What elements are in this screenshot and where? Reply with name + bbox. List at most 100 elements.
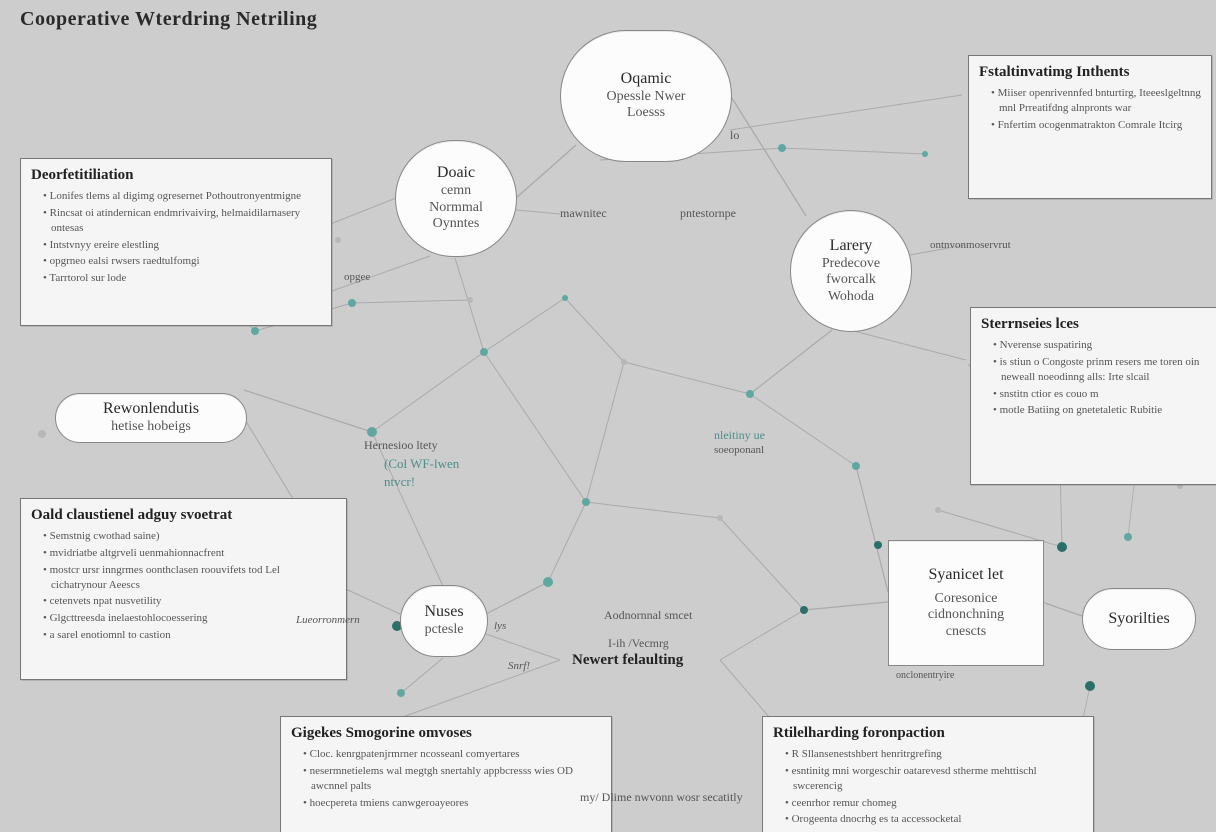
infobox-item: ceenrhor remur chomeg [785, 796, 1083, 811]
network-dot [335, 237, 341, 243]
network-dot [1057, 542, 1067, 552]
edge [624, 362, 750, 394]
float-label-ontnvon: ontnvonmoservrut [930, 239, 1011, 251]
edge [516, 145, 576, 198]
node-syorities: Syorilties [1082, 588, 1196, 650]
node-line: Syorilties [1108, 610, 1169, 629]
edge [850, 330, 966, 360]
infobox-fstat: Fstaltinvatimg InthentsMiiser openrivenn… [968, 55, 1212, 199]
node-line: cemn [441, 183, 471, 200]
infobox-decref: DeorfetitiliationLonifes tlems al digimg… [20, 158, 332, 326]
node-line: cnescts [946, 624, 986, 641]
infobox-oald: Oald claustienel adguy svoetrat Semstnig … [20, 498, 347, 680]
edge [455, 258, 484, 352]
infobox-item: snstitn ctior es couo m [993, 387, 1213, 402]
network-dot [251, 327, 259, 335]
float-label-lo: lo [730, 128, 739, 143]
infobox-title: Fstaltinvatimg Inthents [979, 64, 1201, 81]
node-synicet: Syanicet letCoresonicecidnonchningcnesct… [888, 540, 1044, 666]
network-dot [874, 541, 882, 549]
infobox-item: Nverense suspatiring [993, 338, 1213, 353]
node-nuses: Nusespctesle [400, 585, 488, 657]
node-organic: OqamicOpessle NwerLoesss [560, 30, 732, 162]
infobox-item: is stiun o Congoste prinm resers me tore… [993, 355, 1213, 385]
infobox-list: Nverense suspatiring is stiun o Congoste … [981, 338, 1213, 418]
node-recon: Rewonlendutishetise hobeigs [55, 393, 247, 443]
float-label-lueorr: Lueorronmern [296, 614, 360, 626]
edge [730, 95, 962, 130]
edge [548, 502, 586, 582]
network-dot [1124, 533, 1132, 541]
network-dot [800, 606, 808, 614]
edge [782, 148, 925, 154]
edge [804, 602, 888, 610]
network-dot [367, 427, 377, 437]
float-label-nycr: ntvcr! [384, 474, 415, 490]
infobox-item: Intstvnyy ereire elestling [43, 238, 321, 253]
infobox-item: mvidriatbe altgrveli uenmahionnacfrent [43, 546, 336, 561]
infobox-item: cetenvets npat nusvetility [43, 594, 336, 609]
node-doaic: DoaiccemnNormmalOynntes [395, 140, 517, 257]
network-dot [922, 151, 928, 157]
float-label-hernesool: Hernesioo ltety [364, 438, 438, 453]
node-line: pctesle [425, 622, 464, 639]
float-label-aodnorn: Aodnornnal smcet [604, 608, 692, 623]
infobox-item: Rincsat oi atindernican endmrivaivirg, h… [43, 206, 321, 236]
network-dot [717, 515, 723, 521]
infobox-stern: Sterrnseies lcesNverense suspatiringis s… [970, 307, 1216, 485]
diagram-stage: Cooperative Wterdring Netriling OqamicOp… [0, 0, 1216, 832]
infobox-gigeas: Gigekes Smogorine omvosesCloc. kenrgpate… [280, 716, 612, 832]
infobox-list: Lonifes tlems al digimg ogresernet Potho… [31, 189, 321, 286]
float-label-onclonen: onclonentryire [896, 670, 954, 681]
network-dot [778, 144, 786, 152]
float-label-mawnitec: mawnitec [560, 206, 607, 221]
float-label-lys: lys [494, 620, 506, 632]
infobox-item: R Sllansenestshbert henritrgrefing [785, 747, 1083, 762]
node-line: Doaic [437, 164, 475, 183]
edge [586, 502, 720, 518]
edge [856, 466, 888, 592]
infobox-item: Lonifes tlems al digimg ogresernet Potho… [43, 189, 321, 204]
node-line: Loesss [627, 105, 665, 122]
network-dot [621, 359, 627, 365]
edge [565, 298, 624, 362]
node-line: Nuses [424, 603, 463, 622]
infobox-item: motle Batiing on gnetetaletic Rubitie [993, 403, 1213, 418]
network-dot [348, 299, 356, 307]
network-dot [746, 390, 754, 398]
network-dot [467, 297, 473, 303]
edge [400, 660, 560, 718]
edge [486, 634, 560, 660]
float-label-soeopon: soeoponanl [714, 444, 764, 456]
edge [750, 330, 832, 394]
infobox-item: Tarrtorol sur lode [43, 271, 321, 286]
node-line: Larery [830, 237, 873, 256]
edge [750, 394, 856, 466]
node-line: hetise hobeigs [111, 419, 191, 436]
network-dot [852, 462, 860, 470]
edge [1042, 602, 1082, 616]
infobox-item: Fnfertim ocogenmatrakton Comrale Itcirg [991, 118, 1201, 133]
network-dot [38, 430, 46, 438]
node-larery: LareryPredecovefworcalkWohoda [790, 210, 912, 332]
node-line: Syanicet let [928, 566, 1003, 585]
infobox-list: Semstnig cwothad saine)mvidriatbe altgrv… [31, 529, 336, 643]
node-line: Opessle Nwer [607, 89, 686, 106]
network-dot [582, 498, 590, 506]
edge [352, 300, 470, 303]
node-line: Oqamic [621, 70, 672, 89]
edge [484, 352, 586, 502]
edge [244, 390, 372, 432]
node-line: Wohoda [828, 289, 874, 306]
float-label-inh: I-ih /Vecmrg [608, 636, 669, 651]
node-line: Normmal [429, 200, 483, 217]
float-label-opgee: opgee [344, 271, 370, 283]
network-dot [562, 295, 568, 301]
infobox-title: Oald claustienel adguy svoetrat [31, 507, 336, 524]
node-line: fworcalk [826, 272, 876, 289]
network-dot [1085, 681, 1095, 691]
infobox-item: Cloc. kenrgpatenjrmrner ncosseanl comyer… [303, 747, 601, 762]
infobox-list: R Sllansenestshbert henritrgrefingesntin… [773, 747, 1083, 827]
page-title: Cooperative Wterdring Netriling [20, 8, 317, 31]
node-line: Predecove [822, 256, 880, 273]
